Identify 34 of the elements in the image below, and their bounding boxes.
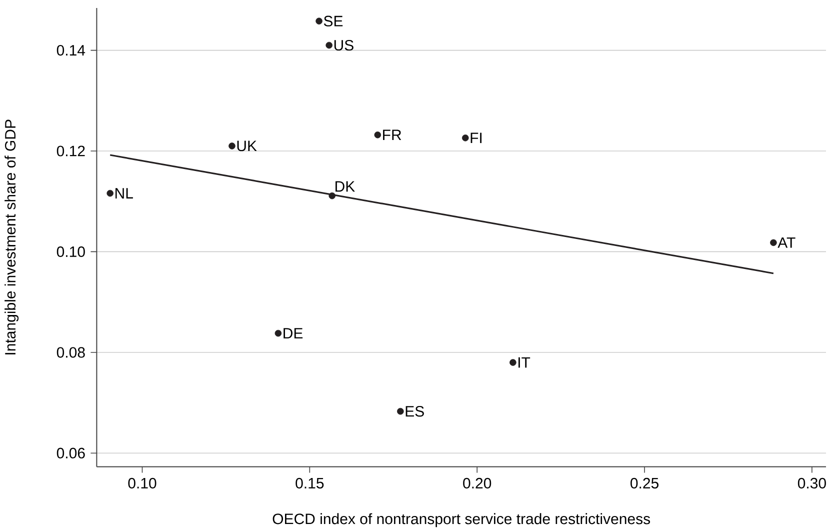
x-tick-label: 0.25: [630, 478, 658, 489]
annotation: NL: [116, 188, 133, 198]
point: [510, 359, 516, 366]
point: [462, 134, 469, 142]
point: [228, 142, 236, 150]
annotation: DE: [284, 328, 303, 338]
y-tick-label: 0.10: [56, 246, 85, 257]
annotation: IT: [518, 357, 530, 368]
annotation: SE: [324, 16, 343, 26]
point: [316, 18, 322, 24]
x-tick-label: 0.10: [128, 478, 156, 489]
x-tick-label: 0.30: [798, 478, 826, 489]
point: [326, 42, 332, 49]
x-tick-label: 0.20: [463, 478, 492, 489]
y-axis-title: Intangible investment share of GDP: [4, 120, 19, 354]
annotation: US: [334, 40, 354, 51]
annotation: FI: [470, 132, 482, 144]
x-axis-title: OECD index of nontransport service trade restrictiveness: [272, 513, 650, 528]
point: [397, 408, 404, 415]
point: [328, 192, 336, 200]
annotation: FR: [383, 130, 402, 140]
annotation: UK: [237, 140, 257, 152]
annotation: DK: [336, 181, 355, 192]
annotation: AT: [778, 237, 796, 248]
y-tick-label: 0.08: [56, 347, 85, 358]
y-tick-label: 0.14: [56, 44, 86, 56]
point: [274, 330, 282, 337]
point: [106, 190, 114, 197]
annotation: ES: [406, 406, 424, 417]
x-tick-label: 0.15: [296, 478, 324, 489]
point: [770, 239, 777, 246]
point: [374, 131, 382, 138]
y-tick-label: 0.06: [56, 448, 85, 458]
y-tick-label: 0.12: [56, 146, 85, 156]
